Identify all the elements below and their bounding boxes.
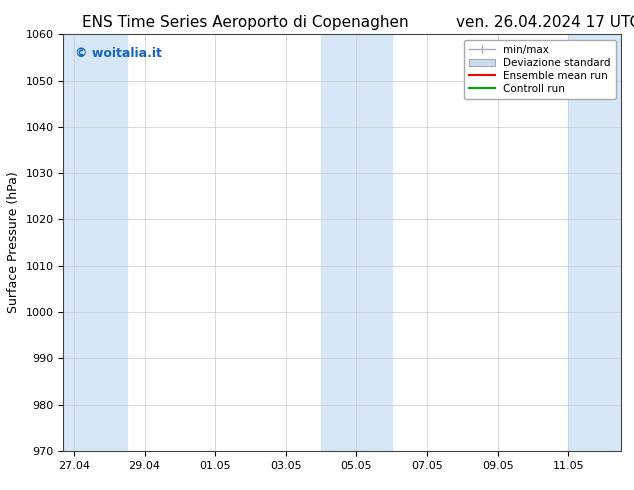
Bar (568, 34, 621, 451)
Text: ven. 26.04.2024 17 UTC: ven. 26.04.2024 17 UTC (456, 15, 634, 30)
Text: ENS Time Series Aeroporto di Copenaghen: ENS Time Series Aeroporto di Copenaghen (82, 15, 409, 30)
Text: © woitalia.it: © woitalia.it (75, 47, 162, 60)
Legend: min/max, Deviazione standard, Ensemble mean run, Controll run: min/max, Deviazione standard, Ensemble m… (464, 40, 616, 99)
Bar (63, 34, 127, 451)
Y-axis label: Surface Pressure (hPa): Surface Pressure (hPa) (7, 172, 20, 314)
Bar (321, 34, 392, 451)
